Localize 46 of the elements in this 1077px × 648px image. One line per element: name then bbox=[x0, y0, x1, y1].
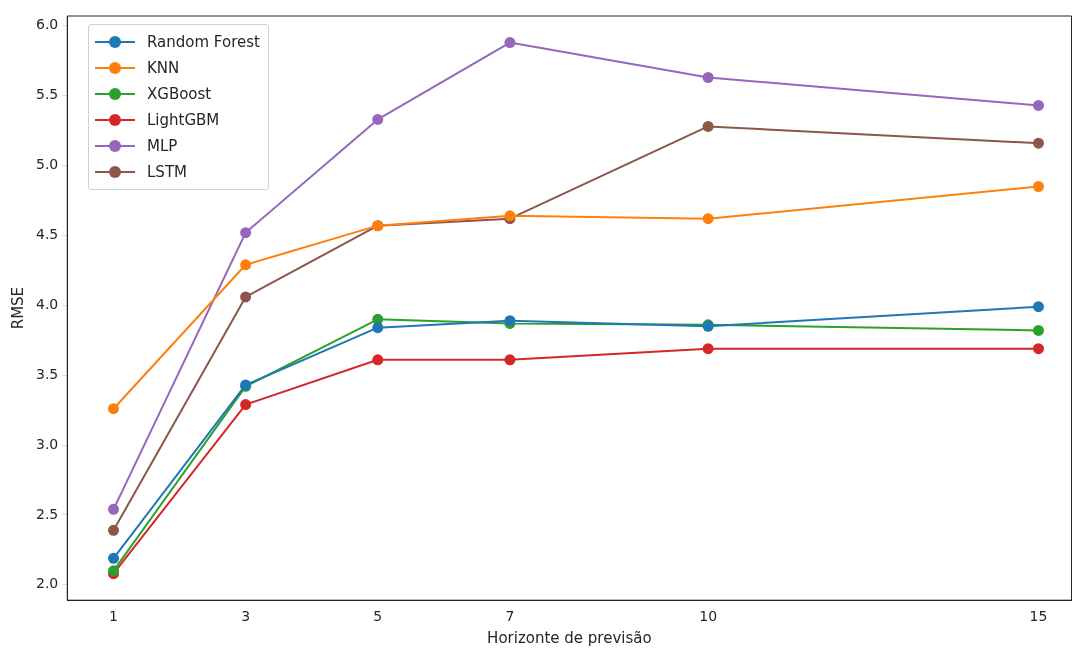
point bbox=[240, 227, 252, 239]
legend-label: LSTM bbox=[147, 163, 187, 181]
x-tick-label: 7 bbox=[505, 608, 515, 625]
point bbox=[240, 399, 252, 411]
x-tick-label: 5 bbox=[373, 608, 383, 625]
point bbox=[1032, 343, 1044, 355]
point bbox=[504, 37, 516, 49]
point bbox=[702, 72, 714, 83]
point bbox=[504, 354, 516, 366]
point bbox=[372, 354, 384, 366]
legend-label: MLP bbox=[147, 137, 178, 155]
point bbox=[702, 343, 714, 355]
y-axis-title: RMSE bbox=[8, 286, 27, 330]
y-tick-label: 2.5 bbox=[36, 505, 59, 522]
y-tick-label: 4.5 bbox=[36, 226, 59, 243]
point bbox=[1032, 324, 1044, 336]
legend-label: XGBoost bbox=[147, 85, 212, 103]
x-tick-label: 15 bbox=[1029, 608, 1048, 625]
point bbox=[1032, 99, 1044, 111]
x-tick-label: 3 bbox=[241, 608, 251, 625]
point bbox=[372, 113, 384, 125]
x-axis-title: Horizonte de previsão bbox=[487, 628, 652, 647]
legend-label: LightGBM bbox=[147, 111, 220, 129]
point bbox=[240, 259, 252, 271]
y-tick-label: 5.5 bbox=[36, 86, 59, 103]
y-tick-label: 3.0 bbox=[36, 435, 59, 452]
y-tick-label: 3.5 bbox=[36, 365, 59, 382]
point bbox=[108, 403, 120, 415]
point bbox=[108, 524, 120, 536]
point bbox=[702, 213, 714, 225]
legend-label: Random Forest bbox=[147, 33, 260, 51]
y-tick-label: 5.0 bbox=[36, 156, 59, 173]
point bbox=[1032, 181, 1044, 193]
y-tick-label: 6.0 bbox=[36, 16, 59, 33]
x-tick-label: 10 bbox=[699, 608, 718, 625]
legend-label: KNN bbox=[147, 59, 180, 77]
point bbox=[702, 120, 714, 132]
x-tick-label: 1 bbox=[109, 608, 118, 625]
point bbox=[108, 552, 120, 564]
y-tick-label: 4.0 bbox=[36, 295, 59, 312]
point bbox=[240, 291, 252, 303]
point bbox=[372, 322, 384, 334]
point bbox=[1032, 137, 1044, 149]
point bbox=[1032, 301, 1044, 313]
point bbox=[108, 503, 120, 515]
y-tick-label: 2.0 bbox=[36, 575, 59, 592]
